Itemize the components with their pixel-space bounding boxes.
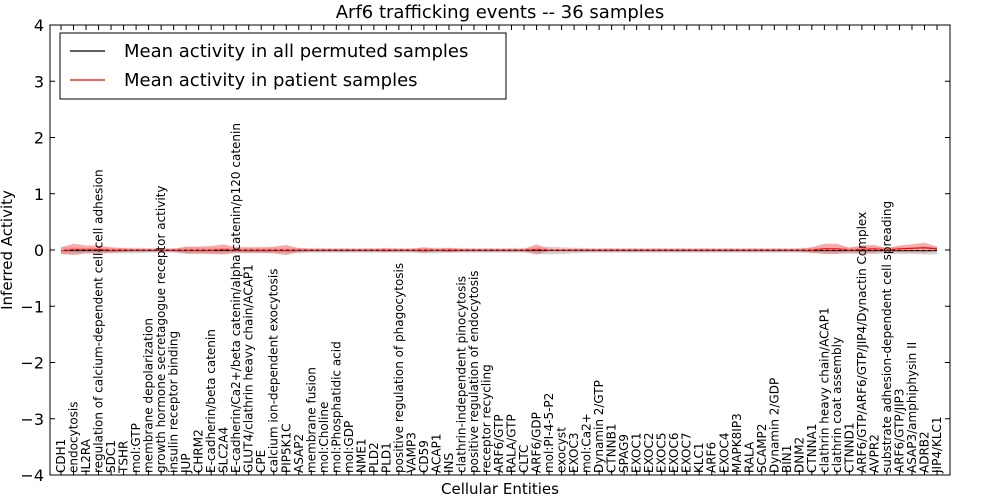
x-tick-label: MAPK8IP3 xyxy=(730,413,744,473)
x-tick-label: regulation of calcium-dependent cell-cel… xyxy=(92,169,106,473)
x-tick-label: endocytosis xyxy=(67,401,81,473)
legend-box xyxy=(59,32,507,100)
x-tick-label: NME1 xyxy=(354,438,368,473)
x-tick-label: Dynamin 2/GTP xyxy=(592,380,606,473)
x-tick-label: KLC1 xyxy=(692,442,706,473)
x-tick-label: GLUT4/clathrin heavy chain/ACAP1 xyxy=(242,264,256,473)
x-tick-label: clathrin heavy chain/ACAP1 xyxy=(817,307,831,473)
x-tick-label: mol:GDP xyxy=(342,421,356,473)
x-tick-label: exocyst xyxy=(555,427,569,473)
x-tick-label: clathrin-independent pinocytosis xyxy=(454,276,468,473)
x-tick-label: SCAMP2 xyxy=(755,424,769,473)
x-tick-label: positive regulation of phagocytosis xyxy=(392,263,406,473)
x-tick-label: CPE xyxy=(254,450,268,473)
x-tick-label: DNM2 xyxy=(792,437,806,473)
x-tick-label: CTNNA1 xyxy=(805,423,819,473)
y-tick-label: 3 xyxy=(34,72,44,91)
x-tick-label: substrate adhesion-dependent cell spread… xyxy=(880,201,894,473)
x-tick-label: Dynamin 2/GDP xyxy=(767,378,781,473)
x-tick-label: JUP xyxy=(179,453,193,474)
x-tick-label: membrane depolarization xyxy=(142,318,156,473)
x-tick-label: mol:Phosphatidic acid xyxy=(329,341,343,473)
y-axis-label: Inferred Activity xyxy=(0,190,16,310)
x-tick-label: ARF6/GTP xyxy=(492,414,506,473)
x-tick-label: RALA/GTP xyxy=(505,414,519,473)
x-tick-label: receptor recycling xyxy=(479,364,493,473)
x-tick-label: ASAP2 xyxy=(292,434,306,473)
x-tick-label: ARF6/GDP xyxy=(530,412,544,473)
x-tick-label: VAMP3 xyxy=(404,432,418,473)
x-tick-label: INS xyxy=(442,453,456,473)
x-tick-label: ARF6/GTP/JIP3 xyxy=(892,388,906,473)
y-tick-label: −1 xyxy=(20,297,44,316)
x-tick-label: SPAG9 xyxy=(617,434,631,473)
x-tick-label: clathrin coat assembly xyxy=(830,337,844,473)
x-tick-label: RALA xyxy=(742,441,756,473)
x-tick-label: ARF6 xyxy=(705,442,719,473)
y-tick-label: −4 xyxy=(20,466,44,485)
series-1-band xyxy=(61,242,937,256)
x-tick-label: BIN1 xyxy=(780,445,794,473)
chart-title: Arf6 trafficking events -- 36 samples xyxy=(336,2,665,23)
x-tick-label: positive regulation of endocytosis xyxy=(467,270,481,473)
x-tick-label: mol:GTP xyxy=(129,423,143,473)
x-tick-label: EXOC1 xyxy=(630,433,644,474)
x-tick-label: SLC2A4 xyxy=(217,427,231,473)
y-tick-label: −2 xyxy=(20,354,44,373)
x-tick-label: SDC1 xyxy=(104,440,118,473)
y-tick-label: −3 xyxy=(20,410,44,429)
x-tick-label: mol:Choline xyxy=(317,402,331,473)
x-tick-label: JIP4/KLC1 xyxy=(930,416,944,474)
x-tick-label: PLD2 xyxy=(367,442,381,473)
x-tick-label: ACAP1 xyxy=(429,434,443,473)
x-tick-label: CLTC xyxy=(517,445,531,473)
x-tick-label: IL2RA xyxy=(79,438,93,473)
x-tick-label: membrane fusion xyxy=(304,367,318,473)
x-tick-label: ADRB2 xyxy=(917,431,931,473)
x-tick-label: ASAP3/amphiphysin II xyxy=(905,342,919,473)
x-tick-label: growth hormone secretagogue receptor act… xyxy=(154,186,168,473)
y-tick-label: 2 xyxy=(34,129,44,148)
y-tick-label: 0 xyxy=(34,241,44,260)
legend-label-permuted: Mean activity in all permuted samples xyxy=(124,41,468,62)
x-tick-label: CTNND1 xyxy=(842,422,856,473)
x-tick-label: E-cadherin/Ca2+/beta catenin/alpha caten… xyxy=(229,123,243,473)
x-tick-label: E-cadherin/beta catenin xyxy=(204,329,218,473)
x-tick-label: EXOC3 xyxy=(567,433,581,474)
x-tick-label: calcium ion-dependent exocytosis xyxy=(267,269,281,474)
x-tick-label: CTNNB1 xyxy=(605,423,619,473)
x-tick-label: AVPR2 xyxy=(867,434,881,473)
legend: Mean activity in all permuted samples Me… xyxy=(59,32,507,100)
y-tick-label: 4 xyxy=(34,16,44,35)
x-tick-label: ARF6/GTP/ARF6/GTP/JIP4/Dynactin Complex xyxy=(855,212,869,473)
x-tick-label: mol:PI-4-5-P2 xyxy=(542,393,556,473)
x-tick-label: EXOC5 xyxy=(655,433,669,474)
x-tick-label: CD59 xyxy=(417,440,431,473)
x-tick-label: PLD1 xyxy=(379,442,393,473)
x-tick-label: TSHR xyxy=(117,441,131,474)
legend-label-patient: Mean activity in patient samples xyxy=(124,70,418,91)
x-axis-label: Cellular Entities xyxy=(441,480,559,498)
x-tick-label: mol:Ca2+ xyxy=(580,413,594,473)
x-tick-label: EXOC4 xyxy=(717,433,731,474)
x-tick-label: EXOC6 xyxy=(667,433,681,474)
x-tick-label: EXOC2 xyxy=(642,433,656,474)
x-tick-label: insulin receptor binding xyxy=(167,331,181,473)
x-tick-label: EXOC7 xyxy=(680,433,694,474)
x-tick-label: CHRM2 xyxy=(192,429,206,473)
x-tick-label: PIP5K1C xyxy=(279,423,293,473)
y-tick-label: 1 xyxy=(34,185,44,204)
x-tick-label: CDH1 xyxy=(54,439,68,473)
